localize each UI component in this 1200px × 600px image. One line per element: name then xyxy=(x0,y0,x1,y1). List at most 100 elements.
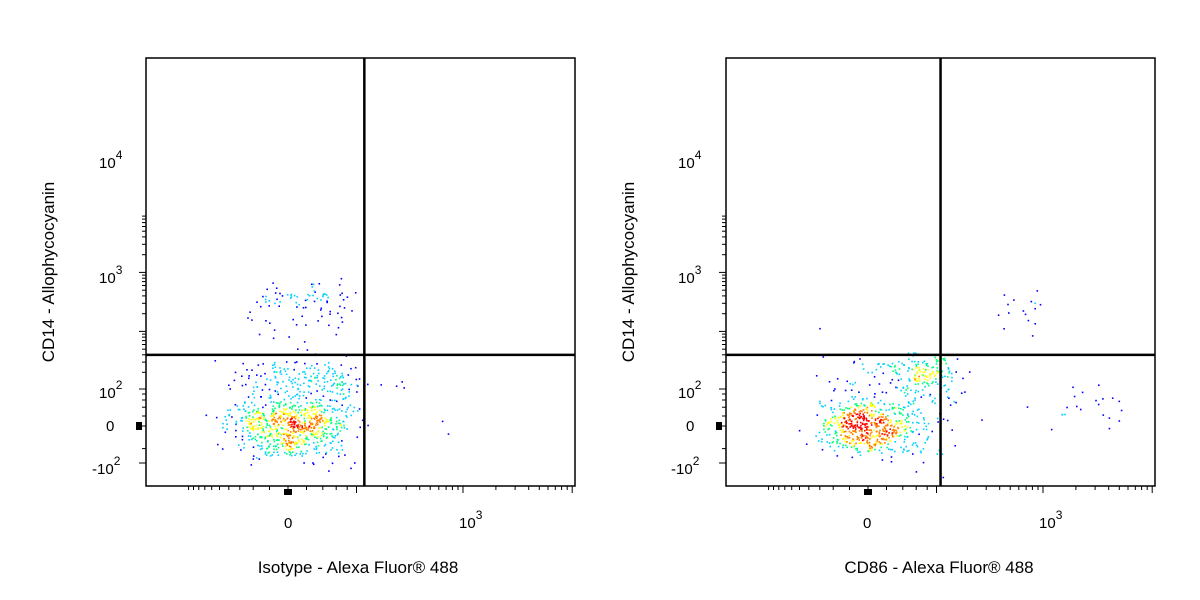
plot-1-event-dot xyxy=(253,396,256,399)
plot-1-event-dot xyxy=(310,380,313,383)
plot-1-event-dot xyxy=(274,375,277,378)
plot-1-event-dot xyxy=(276,383,278,386)
plot-2-event-dot xyxy=(852,438,854,440)
plot-2-event-dot xyxy=(886,423,889,426)
plot-1-event-dot xyxy=(332,428,334,431)
plot-1-event-dot xyxy=(327,370,330,372)
plot-2-event-dot xyxy=(857,437,860,439)
plot-1-event-dot xyxy=(340,364,343,366)
plot-2-event-dot xyxy=(1064,413,1066,416)
plot-2-event-dot xyxy=(921,389,924,391)
plot-1-event-dot xyxy=(346,408,348,411)
plot-2-event-dot xyxy=(832,411,834,414)
plot-1-event-dot xyxy=(342,420,345,423)
plot-2-event-dot xyxy=(908,402,910,404)
plot-2-event-dot xyxy=(876,424,879,427)
plot-2-event-dot xyxy=(911,360,913,363)
plot-2-event-dot xyxy=(910,389,912,392)
plot-2-event-dot xyxy=(825,425,827,428)
plot-2-event-dot xyxy=(861,417,864,420)
plot-1-event-dot xyxy=(288,395,290,397)
plot-1-event-dot xyxy=(273,413,276,416)
plot-2-event-dot xyxy=(846,407,849,410)
plot-1-event-dot xyxy=(215,416,218,419)
plot-2-event-dot xyxy=(923,381,926,383)
plot-1-event-dot xyxy=(256,411,258,413)
plot-1-event-dot xyxy=(341,292,343,295)
plot-1-event-dot xyxy=(262,418,265,420)
plot-1-event-dot xyxy=(265,320,267,322)
plot-2-event-dot xyxy=(924,385,926,388)
plot-1-event-dot xyxy=(262,363,264,365)
plot-2-event-dot xyxy=(902,406,905,408)
plot-1-event-dot xyxy=(273,361,276,364)
plot-2-event-dot xyxy=(882,421,885,424)
plot-1-event-dot xyxy=(242,405,245,407)
plot-2-event-dot xyxy=(880,409,883,411)
plot-1-event-dot xyxy=(323,381,326,383)
plot-1-event-dot xyxy=(343,424,345,427)
plot-1-y-tick-label-1e3: 103 xyxy=(99,263,123,287)
plot-2-event-dot xyxy=(936,372,939,374)
plot-2-event-dot xyxy=(853,398,855,400)
plot-2-event-dot xyxy=(828,381,831,383)
plot-2-event-dot xyxy=(876,440,878,442)
plot-1-x-minor-ticks xyxy=(188,486,573,495)
plot-1-event-dot xyxy=(336,428,338,431)
plot-1-event-dot xyxy=(314,409,316,411)
plot-1-event-dot xyxy=(268,446,270,448)
plot-2-event-dot xyxy=(929,395,931,397)
plot-2-event-dot xyxy=(865,432,868,434)
plot-2-event-dot xyxy=(943,385,945,387)
plot-1-event-dot xyxy=(305,435,307,437)
plot-1-event-dot xyxy=(301,426,303,429)
plot-2-event-dot xyxy=(850,422,853,425)
plot-2-event-dot xyxy=(847,427,849,430)
plot-1-event-dot xyxy=(257,427,260,429)
plot-1-event-dot xyxy=(342,393,345,395)
plot-1-event-dot xyxy=(335,400,338,403)
plot-2-event-dot xyxy=(842,431,844,433)
plot-2-event-dot xyxy=(827,428,829,431)
plot-1-event-dot xyxy=(313,426,315,428)
plot-2-event-dot xyxy=(891,406,894,409)
plot-2-event-dot xyxy=(834,388,836,390)
plot-1-event-dot xyxy=(249,311,251,313)
plot-1-event-dot xyxy=(243,447,245,449)
plot-1-event-dot xyxy=(273,448,275,451)
plot-1-event-dot xyxy=(241,438,244,441)
plot-1-event-dot xyxy=(264,419,267,421)
plot-2-x-axis-title: CD86 - Alexa Fluor® 488 xyxy=(844,558,1033,577)
plot-1-event-dot xyxy=(286,294,289,296)
plot-2-event-dot xyxy=(832,437,835,439)
plot-2-event-dot xyxy=(895,371,897,373)
plot-2-event-dot xyxy=(915,352,917,355)
plot-1-event-dot xyxy=(292,421,294,424)
plot-2-event-dot xyxy=(905,395,907,397)
plot-1-event-dot xyxy=(288,441,291,444)
plot-2-event-dot xyxy=(854,409,857,411)
plot-1-event-dot xyxy=(308,379,310,382)
plot-1-event-dot xyxy=(348,388,350,391)
plot-2-event-dot xyxy=(869,432,872,435)
plot-2-event-dot xyxy=(868,449,871,451)
plot-1-event-dot xyxy=(283,413,286,415)
plot-2-event-dot xyxy=(914,397,916,399)
plot-1-event-dot xyxy=(263,431,265,433)
plot-2-event-dot xyxy=(922,461,925,464)
plot-2-event-dot xyxy=(826,434,828,436)
plot-2-event-dot xyxy=(917,383,919,385)
plot-2-event-dot xyxy=(882,413,884,416)
plot-2-event-dot xyxy=(924,371,926,373)
plot-1-event-dot xyxy=(297,348,299,350)
plot-2-event-dot xyxy=(875,442,878,444)
plot-2-event-dot xyxy=(896,373,898,375)
plot-2-event-dot xyxy=(879,421,881,424)
plot-1-event-dot xyxy=(205,414,208,417)
plot-1-event-dot xyxy=(327,296,329,299)
plot-1-event-dot xyxy=(281,427,284,430)
plot-1-event-dot xyxy=(309,421,311,423)
plot-2-event-dot xyxy=(914,391,917,394)
plot-2-event-dot xyxy=(907,387,909,389)
plot-1-event-dot xyxy=(331,411,334,413)
